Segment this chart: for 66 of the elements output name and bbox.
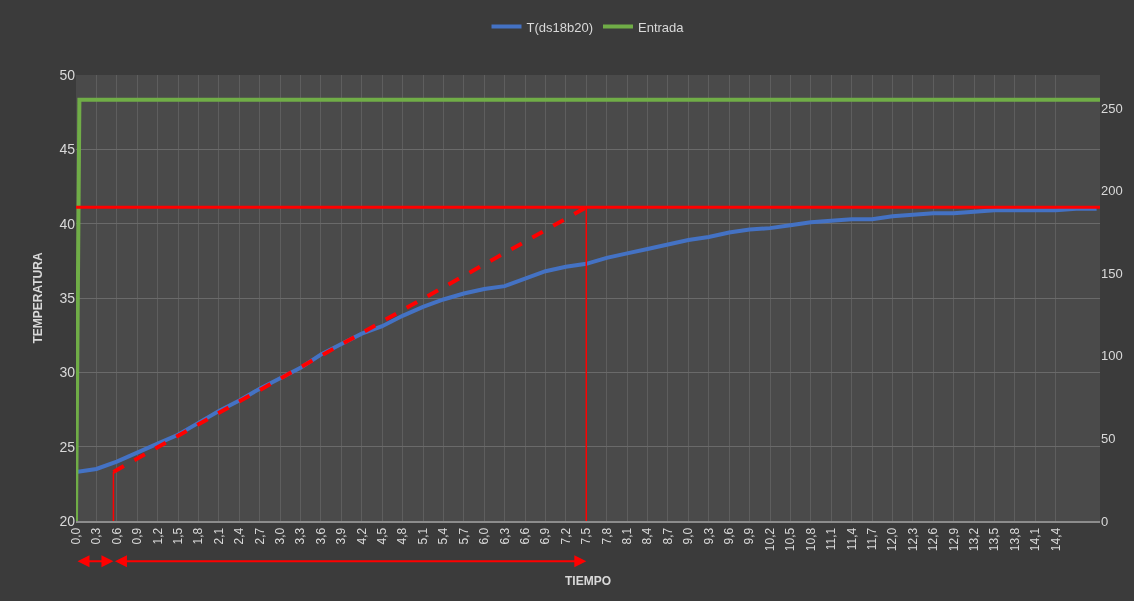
- y-tick-label: 50: [59, 66, 76, 83]
- x-tick-label: 1,2: [150, 527, 165, 545]
- y-tick-label: 45: [59, 141, 76, 158]
- y2-tick-label: 0: [1101, 513, 1109, 529]
- x-tick-label: 10,5: [783, 527, 798, 552]
- x-tick-label: 12,3: [905, 527, 920, 552]
- x-tick-label: 1,8: [191, 527, 206, 545]
- x-tick-label: 3,6: [313, 527, 328, 545]
- x-tick-label: 11,1: [824, 527, 839, 551]
- y2-tick-label: 150: [1101, 265, 1123, 281]
- x-tick-label: 13,2: [967, 527, 982, 552]
- x-tick-label: 9,0: [681, 527, 696, 545]
- x-tick-label: 3,0: [273, 527, 288, 545]
- y-tick-label: 35: [59, 289, 76, 306]
- x-tick-label: 8,1: [620, 527, 635, 545]
- x-tick-label: 14,4: [1048, 527, 1063, 552]
- x-tick-label: 12,0: [885, 527, 900, 552]
- x-tick-label: 11,7: [864, 527, 879, 551]
- x-tick-label: 9,9: [742, 527, 757, 545]
- x-tick-label: 8,7: [660, 527, 675, 545]
- x-tick-label: 2,4: [232, 527, 247, 545]
- y-tick-label: 30: [59, 364, 76, 381]
- y-tick-label: 20: [59, 512, 76, 529]
- x-tick-label: 4,5: [375, 527, 390, 545]
- x-tick-label: 12,9: [946, 527, 961, 552]
- x-tick-label: 5,4: [436, 527, 451, 545]
- x-tick-label: 6,6: [517, 527, 532, 545]
- x-tick-label: 2,7: [252, 527, 267, 545]
- x-tick-label: 3,9: [334, 527, 349, 545]
- x-tick-label: 0,9: [130, 527, 145, 545]
- legend-label: T(ds18b20): [526, 19, 593, 35]
- x-tick-label: 4,2: [354, 527, 369, 545]
- x-tick-label: 13,5: [987, 527, 1002, 552]
- x-tick-label: 12,6: [926, 527, 941, 552]
- x-tick-label: 0,0: [68, 527, 83, 545]
- x-tick-label: 6,3: [497, 527, 512, 545]
- x-tick-label: 3,3: [293, 527, 308, 545]
- y2-tick-label: 100: [1101, 348, 1123, 364]
- y2-tick-label: 50: [1101, 430, 1116, 446]
- x-tick-label: 6,0: [477, 527, 492, 545]
- x-tick-label: 5,7: [456, 527, 471, 545]
- x-tick-label: 7,2: [558, 527, 573, 545]
- y2-tick-label: 200: [1101, 183, 1123, 199]
- x-tick-label: 1,5: [170, 527, 185, 545]
- y-tick-label: 40: [59, 215, 76, 232]
- x-tick-label: 0,6: [109, 527, 124, 545]
- x-tick-label: 7,8: [599, 527, 614, 545]
- x-tick-label: 10,2: [762, 527, 777, 552]
- x-tick-label: 2,1: [211, 527, 226, 545]
- x-tick-label: 13,8: [1007, 527, 1022, 552]
- y2-tick-label: 250: [1101, 100, 1123, 116]
- x-tick-label: 7,5: [579, 527, 594, 545]
- x-tick-label: 0,3: [89, 527, 104, 545]
- y-axis-title: TEMPERATURA: [30, 252, 45, 344]
- x-tick-label: 14,1: [1028, 527, 1043, 552]
- y-tick-label: 25: [59, 438, 76, 455]
- x-tick-label: 9,6: [722, 527, 737, 545]
- x-tick-label: 8,4: [640, 527, 655, 545]
- x-tick-label: 9,3: [701, 527, 716, 545]
- x-tick-label: 4,8: [395, 527, 410, 545]
- x-tick-label: 5,1: [415, 527, 430, 545]
- x-tick-label: 6,9: [538, 527, 553, 545]
- x-tick-label: 11,4: [844, 527, 859, 551]
- x-tick-label: 10,8: [803, 527, 818, 552]
- x-axis-title: TIEMPO: [564, 573, 612, 588]
- legend-label: Entrada: [637, 19, 685, 35]
